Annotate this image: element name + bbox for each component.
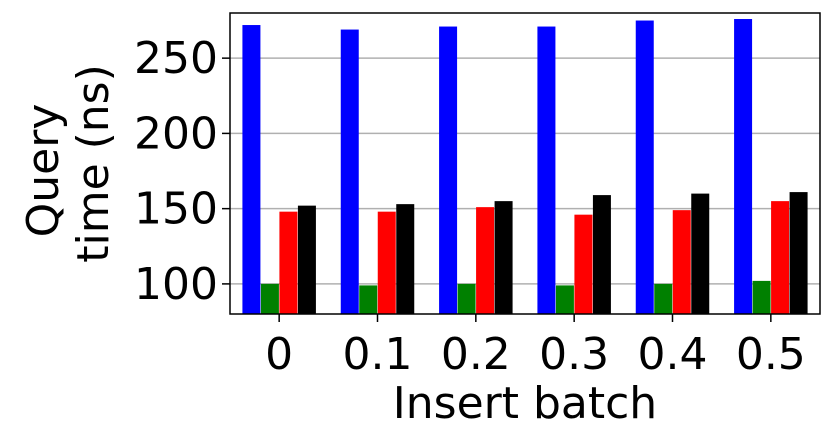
bar bbox=[574, 214, 593, 314]
grid-lines bbox=[230, 57, 820, 285]
bar bbox=[635, 20, 654, 315]
y-axis-title-line-2: time (ns) bbox=[68, 64, 119, 263]
bar bbox=[592, 195, 611, 314]
y-tick-label: 200 bbox=[134, 108, 218, 159]
bar bbox=[734, 19, 753, 315]
x-ticks: 0 0.1 0.2 0.3 0.4 0.5 bbox=[265, 314, 806, 380]
y-axis-title-line-1: Query bbox=[18, 104, 69, 238]
x-axis-title: Insert batch bbox=[393, 378, 657, 429]
y-tick-label: 250 bbox=[134, 33, 218, 84]
bar bbox=[691, 193, 710, 314]
plot-frame bbox=[229, 12, 821, 315]
x-tick-label: 0.4 bbox=[638, 329, 708, 380]
bar bbox=[439, 26, 458, 314]
bar bbox=[789, 192, 808, 314]
y-ticks: 100 150 200 250 bbox=[134, 33, 230, 310]
bar bbox=[537, 26, 556, 314]
x-tick-label: 0 bbox=[265, 329, 293, 380]
y-tick-label: 100 bbox=[134, 259, 218, 310]
bar bbox=[297, 205, 316, 314]
bar bbox=[457, 283, 476, 314]
bar bbox=[476, 207, 495, 314]
x-tick-label: 0.3 bbox=[539, 329, 609, 380]
x-tick-label: 0.5 bbox=[736, 329, 806, 380]
bar bbox=[752, 280, 771, 314]
bar bbox=[377, 211, 396, 314]
y-axis-title: Query time (ns) bbox=[18, 64, 119, 263]
bar bbox=[654, 283, 673, 314]
y-tick-label: 150 bbox=[134, 184, 218, 235]
bar bbox=[242, 25, 261, 314]
bars bbox=[242, 19, 808, 315]
x-tick-label: 0.1 bbox=[343, 329, 413, 380]
bar bbox=[672, 210, 691, 314]
bar bbox=[359, 285, 378, 314]
bar bbox=[340, 29, 359, 315]
x-tick-label: 0.2 bbox=[441, 329, 511, 380]
bar bbox=[396, 204, 415, 314]
bar bbox=[771, 201, 790, 314]
bar bbox=[260, 283, 279, 314]
bar bbox=[279, 211, 298, 314]
bar bbox=[494, 201, 513, 314]
bar bbox=[555, 285, 574, 314]
